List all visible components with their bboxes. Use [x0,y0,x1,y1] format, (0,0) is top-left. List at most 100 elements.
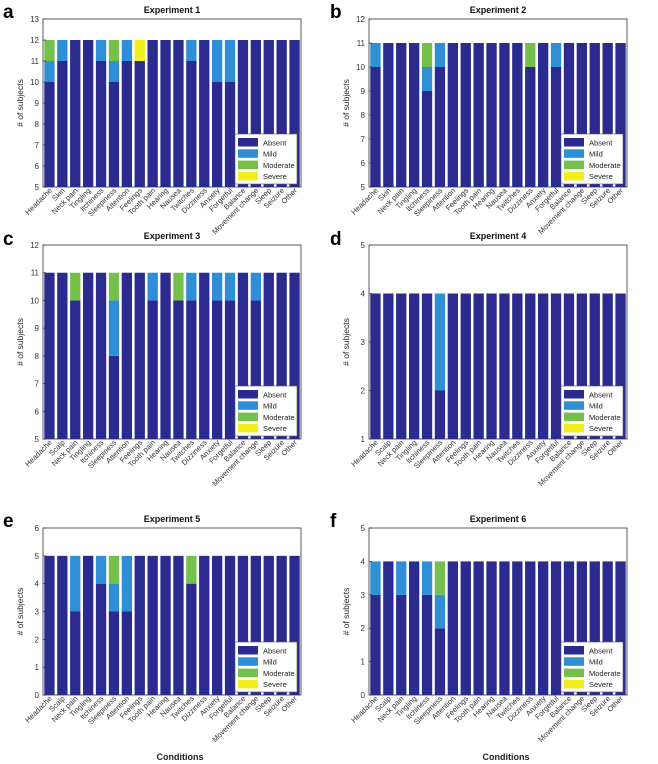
bar-absent-seizure [276,555,287,695]
y-tick-label: 10 [30,296,39,305]
bar-mild-neck-pain [396,561,407,595]
x-axis-title: Conditions [483,752,530,762]
bar-absent-neck-pain [70,40,81,187]
bar-absent-balance [563,561,575,695]
bar-absent-sleepiness [434,67,446,187]
y-tick-label: 8 [35,352,40,361]
chart-title: Experiment 6 [470,514,527,524]
legend-swatch-absent [564,646,584,655]
legend-label-absent: Absent [263,390,287,399]
bar-absent-balance [237,272,249,439]
y-tick-label: 5 [35,435,40,444]
bar-absent-twitches [512,561,523,695]
bar-absent-seizure [276,272,287,439]
legend-label-mild: Mild [263,658,277,667]
y-tick-label: 6 [35,524,40,533]
y-tick-label: 1 [35,663,40,672]
bar-mild-itchiness [421,561,433,595]
bar-absent-twitches [512,293,523,439]
bar-absent-balance [237,40,249,187]
legend-swatch-mild [564,657,584,666]
bar-absent-anxiety [211,300,223,439]
bar-moderate-twitches [186,555,197,584]
bar-absent-headache [370,293,381,439]
bar-moderate-sleepiness [108,40,120,61]
bar-absent-hearing [486,293,497,439]
bar-mild-twitches [186,272,197,301]
bar-absent-dizziness [525,67,536,187]
legend-label-mild: Mild [589,150,603,159]
y-tick-label: 4 [361,557,366,566]
bar-absent-tingling [82,272,94,439]
bar-absent-twitches [512,43,523,187]
bar-absent-anxiety [211,555,223,695]
bar-absent-attention [121,611,133,695]
bar-mild-forgetful [550,43,562,67]
bar-absent-neck-pain [396,594,407,695]
legend-swatch-moderate [564,668,584,678]
bar-absent-movement-change [576,293,588,439]
legend-label-absent: Absent [589,390,613,399]
y-tick-label: 3 [361,591,366,600]
bar-mild-anxiety [211,272,223,301]
y-tick-label: 5 [361,524,366,533]
bar-absent-itchiness [421,594,433,695]
bar-mild-headache [370,43,381,67]
bar-mild-headache [370,561,381,595]
bar-absent-neck-pain [70,611,81,695]
bar-absent-dizziness [199,272,210,439]
bar-absent-feelings [134,555,145,695]
legend: Absent Mild Moderate Severe [234,385,298,437]
bar-moderate-sleepiness [108,555,120,584]
bar-absent-tooth-pain [147,40,158,187]
bar-absent-itchiness [421,293,433,439]
bar-absent-neck-pain [396,293,407,439]
y-tick-label: 6 [35,407,40,416]
y-tick-label: 7 [361,135,366,144]
y-tick-label: 4 [361,290,366,299]
legend-swatch-mild [238,401,258,410]
y-tick-label: 13 [30,15,39,24]
bar-absent-balance [563,43,575,187]
bar-absent-forgetful [550,67,562,187]
legend-label-moderate: Moderate [589,161,621,170]
bar-absent-headache [370,67,381,187]
bar-absent-seizure [602,561,613,695]
bar-absent-anxiety [537,561,549,695]
bar-absent-nausea [173,300,184,439]
bar-absent-skin [383,43,394,187]
chart-title: Experiment 5 [144,514,201,524]
bar-absent-sleepiness [108,611,120,695]
legend-swatch-absent [238,138,258,147]
bar-absent-nausea [173,40,184,187]
bar-mild-attention [121,40,133,61]
bar-absent-sleepiness [434,628,446,695]
legend-label-severe: Severe [263,172,287,181]
bar-moderate-neck-pain [70,272,81,301]
legend-swatch-mild [238,657,258,666]
bar-absent-sleepiness [434,390,446,439]
bar-absent-other [289,555,300,695]
bar-absent-tooth-pain [473,293,484,439]
bar-absent-movement-change [576,43,588,187]
bar-absent-sleepiness [108,82,120,187]
bar-mild-skin [57,40,68,61]
y-tick-label: 11 [31,269,40,278]
legend-swatch-moderate [238,668,258,678]
legend-label-moderate: Moderate [263,413,295,422]
panel-label-a: a [3,2,14,23]
bar-absent-twitches [186,61,197,187]
bar-absent-sleep [263,272,274,439]
y-tick-label: 1 [361,435,366,444]
y-tick-label: 7 [35,141,40,150]
y-tick-label: 6 [35,162,40,171]
bar-absent-tooth-pain [473,43,484,187]
bar-absent-nausea [499,43,510,187]
bar-moderate-sleepiness [434,561,446,595]
y-axis-label: # of subjects [341,79,351,127]
legend-label-absent: Absent [263,138,287,147]
legend-label-moderate: Moderate [263,669,295,678]
